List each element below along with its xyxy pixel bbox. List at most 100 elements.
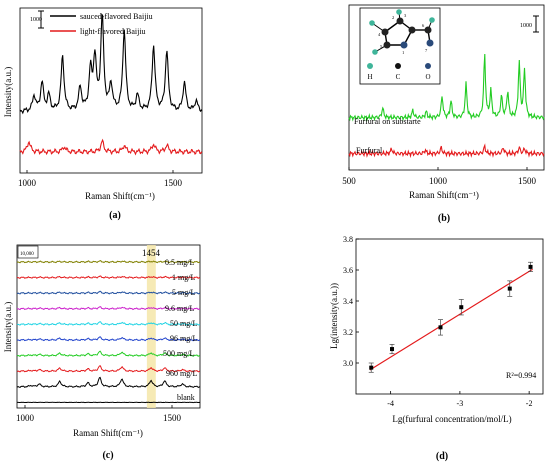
panel-d-points xyxy=(368,261,534,373)
legend-atom-h xyxy=(367,63,373,69)
legend-atom-c xyxy=(395,63,401,69)
panel-d-point-4 xyxy=(507,286,512,291)
panel-c-highlight-label: 1454 xyxy=(142,248,161,258)
panel-a-scale-label: 1000 xyxy=(30,17,42,23)
panel-d-fit xyxy=(369,268,533,371)
panel-a-xtick-label-0: 1000 xyxy=(18,178,37,188)
panel-d-label: (d) xyxy=(436,451,448,462)
atom-h xyxy=(396,9,402,15)
panel-a-series-line-1 xyxy=(19,138,203,156)
atom-h xyxy=(369,20,375,26)
panel-d-fit-line xyxy=(369,268,533,371)
panel-b-xtick-label-1: 1000 xyxy=(429,176,448,186)
panel-a-scale-bar xyxy=(38,10,44,29)
panel-d-ytick-label-0: 3.0 xyxy=(343,359,353,368)
panel-d-axes: -4 -3 -2 3.0 3.2 3.4 3.6 3.8 xyxy=(343,235,532,408)
panel-b: 1000 2 3 4 xyxy=(342,4,545,224)
panel-d-xlabel: Lg(furfural concentration/mol/L) xyxy=(392,414,511,424)
panel-c-series-line-6 xyxy=(16,350,201,357)
panel-c-ylabel: Intensity(a.u.) xyxy=(3,302,13,352)
panel-c-series-line-4 xyxy=(16,320,201,326)
atom-c5 xyxy=(383,41,391,49)
panel-d-point-0 xyxy=(369,365,374,370)
panel-b-scale-bar xyxy=(533,15,539,33)
panel-a-legend: sauced-flavored Baijiu light-flavored Ba… xyxy=(50,12,153,36)
panel-c-series-label-8: blank xyxy=(177,393,195,402)
legend-atom-o xyxy=(425,63,431,69)
panel-d-xtick-label-1: -3 xyxy=(457,399,464,408)
panel-c-label: (c) xyxy=(102,450,113,461)
panel-c-xtick-label-0: 1000 xyxy=(16,413,35,423)
panel-b-series-label-1: Furfural xyxy=(356,146,383,155)
panel-c-xtick-label-1: 1500 xyxy=(163,413,182,423)
panel-d-point-1 xyxy=(390,347,395,352)
panel-c-scale-box xyxy=(17,245,39,259)
panel-c-series-label-6: 500 mg/L xyxy=(163,349,194,358)
panel-d-frame xyxy=(355,238,544,395)
panel-b-series-line-1 xyxy=(348,143,545,159)
panel-b-scale-label: 1000 xyxy=(520,23,532,29)
panel-a-ylabel: Intensity(a.u.) xyxy=(3,67,13,117)
panel-c-highlight-band xyxy=(146,245,156,408)
legend-atom-c-label: C xyxy=(396,73,401,81)
panel-c-series xyxy=(16,260,201,404)
panel-b-xtick-label-2: 1500 xyxy=(518,176,537,186)
panel-d-ytick-label-4: 3.8 xyxy=(343,235,353,244)
atom-number: 5 xyxy=(380,44,383,49)
atom-o7 xyxy=(426,39,434,47)
panel-d-point-2 xyxy=(438,325,443,330)
panel-b-series-line-0 xyxy=(348,53,545,122)
legend-atom-o-label: O xyxy=(425,73,430,81)
legend-label-a0: sauced-flavored Baijiu xyxy=(80,12,153,21)
panel-b-series-label-0: Furfural on substarte xyxy=(354,117,421,126)
atom-c6 xyxy=(424,26,432,34)
panel-c-series-label-1: 1 mg/L xyxy=(172,273,195,282)
panel-d-point-5 xyxy=(528,264,533,269)
furfural-molecule-inset: 2 3 4 5 1 6 7 H C O xyxy=(359,7,441,85)
legend-label-a1: light-flavored Baijiu xyxy=(80,27,146,36)
atom-h xyxy=(429,17,435,23)
panel-a-label: (a) xyxy=(109,210,121,221)
atom-number: 2 xyxy=(392,15,394,20)
panel-d-xtick-label-2: -2 xyxy=(526,399,533,408)
panel-c-series-label-4: 50 mg/L xyxy=(170,319,197,328)
atom-number: 1 xyxy=(402,50,404,55)
panel-d-ytick-label-2: 3.4 xyxy=(343,297,353,306)
panel-c-series-line-7 xyxy=(16,365,201,373)
panel-c-series-label-2: 5 mg/L xyxy=(172,288,195,297)
panel-d-xtick-label-0: -4 xyxy=(387,399,394,408)
panel-a-frame xyxy=(19,7,203,174)
panel-b-xtick-label-0: 500 xyxy=(342,176,356,186)
panel-b-frame xyxy=(348,4,545,171)
panel-c-xlabel: Raman Shift(cm⁻¹) xyxy=(73,428,143,438)
panel-d-point-3 xyxy=(459,305,464,310)
panel-a-series-line-0 xyxy=(19,13,203,115)
atom-o1 xyxy=(400,41,408,49)
panel-c-series-label-3: 9.6 mg/L xyxy=(165,304,194,313)
panel-b-xlabel: Raman Shift(cm⁻¹) xyxy=(409,190,479,200)
panel-d-ytick-label-3: 3.6 xyxy=(343,266,353,275)
panel-c-series-label-0: 0.5 mg/L xyxy=(165,258,194,267)
atom-number: 6 xyxy=(422,23,425,28)
panel-c-series-line-3 xyxy=(16,306,201,311)
panel-d: -4 -3 -2 3.0 3.2 3.4 3.6 3.8 R²=0.994 Lg(furfur… xyxy=(329,235,544,462)
atom-number: 3 xyxy=(404,13,407,18)
panel-b-label: (b) xyxy=(438,213,450,224)
panel-c-series-line-8 xyxy=(16,376,201,388)
panel-c-series-line-0 xyxy=(16,260,201,264)
panel-d-ylabel: Lg(intensity(a.u.)) xyxy=(329,283,339,349)
atom-c3 xyxy=(381,28,389,36)
panel-a-xtick-label-1: 1500 xyxy=(164,178,183,188)
panel-c-series-line-5 xyxy=(16,336,201,342)
panel-c: 10,000 1454 0.5 mg/L 1 mg/L 5 mg/L 9.6 mg/L… xyxy=(3,244,201,461)
panel-c-series-line-1 xyxy=(16,275,201,279)
atom-number: 7 xyxy=(425,48,428,53)
panel-c-frame xyxy=(16,244,201,409)
panel-b-series xyxy=(348,53,545,159)
legend-atom-h-label: H xyxy=(367,73,372,81)
panel-c-series-label-7: 960 mg/L xyxy=(166,369,197,378)
panel-c-series-labels: 0.5 mg/L 1 mg/L 5 mg/L 9.6 mg/L 50 mg/L 96 mg… xyxy=(163,258,197,402)
panel-a: 1000 sauced-flavored Baijiu light-flavor… xyxy=(3,7,203,221)
panel-c-series-line-2 xyxy=(16,290,201,295)
